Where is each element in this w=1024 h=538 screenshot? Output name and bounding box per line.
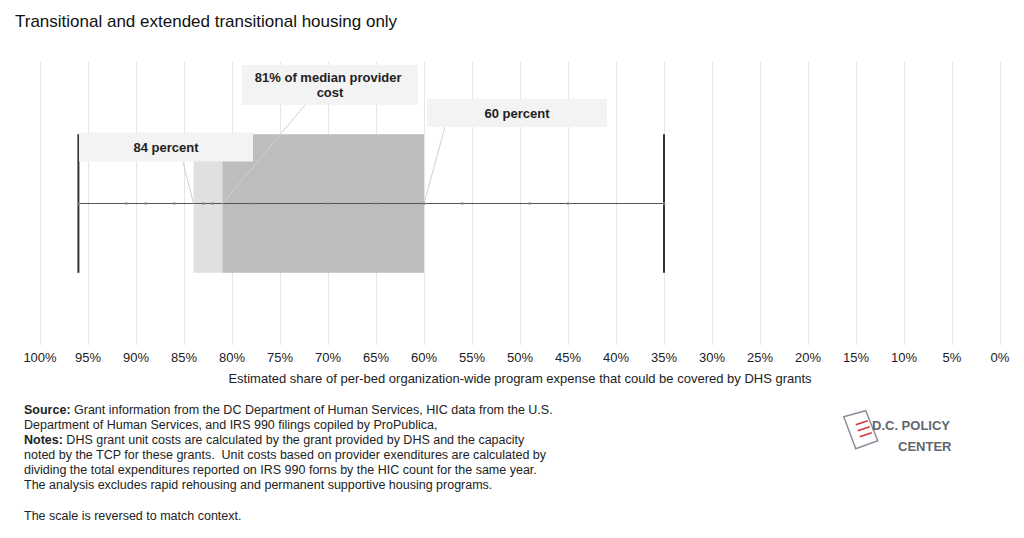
svg-text:15%: 15% — [843, 350, 869, 365]
svg-text:80%: 80% — [219, 350, 245, 365]
svg-text:75%: 75% — [267, 350, 293, 365]
svg-text:84 percent: 84 percent — [133, 140, 199, 155]
svg-text:dividing the total expenditure: dividing the total expenditures reported… — [24, 463, 537, 477]
svg-text:20%: 20% — [795, 350, 821, 365]
svg-text:85%: 85% — [171, 350, 197, 365]
svg-text:70%: 70% — [315, 350, 341, 365]
svg-text:81% of median provider: 81% of median provider — [255, 70, 405, 85]
svg-text:Estimated share of per-bed org: Estimated share of per-bed organization-… — [228, 371, 812, 386]
svg-text:D.C. POLICY: D.C. POLICY — [872, 418, 950, 433]
svg-text:45%: 45% — [555, 350, 581, 365]
svg-text:30%: 30% — [699, 350, 725, 365]
svg-text:CENTER: CENTER — [898, 439, 952, 454]
svg-text:10%: 10% — [891, 350, 917, 365]
svg-text:Notes:: Notes: — [24, 433, 63, 447]
svg-text:65%: 65% — [363, 350, 389, 365]
svg-text:95%: 95% — [75, 350, 101, 365]
svg-text:50%: 50% — [507, 350, 533, 365]
svg-text:noted by the TCP for these gra: noted by the TCP for these grants. Unit … — [24, 448, 547, 462]
svg-text:Transitional and extended tran: Transitional and extended transitional h… — [15, 12, 398, 31]
svg-text:60 percent: 60 percent — [484, 106, 550, 121]
svg-text:100%: 100% — [23, 350, 57, 365]
svg-text:60%: 60% — [411, 350, 437, 365]
svg-text:0%: 0% — [991, 350, 1010, 365]
svg-text:DHS grant unit costs are calcu: DHS grant unit costs are calculated by t… — [63, 433, 525, 447]
svg-text:55%: 55% — [459, 350, 485, 365]
svg-text:35%: 35% — [651, 350, 677, 365]
svg-text:The scale is reversed to match: The scale is reversed to match context. — [24, 509, 241, 523]
svg-text:Department of Human Services,: Department of Human Services, and IRS 99… — [24, 418, 437, 432]
svg-text:The analysis excludes rapid re: The analysis excludes rapid rehousing an… — [24, 478, 492, 492]
svg-text:25%: 25% — [747, 350, 773, 365]
svg-text:5%: 5% — [943, 350, 962, 365]
svg-text:40%: 40% — [603, 350, 629, 365]
svg-text:Grant information from the DC: Grant information from the DC Department… — [71, 403, 553, 417]
svg-text:Source:: Source: — [24, 403, 71, 417]
svg-text:90%: 90% — [123, 350, 149, 365]
svg-text:cost: cost — [317, 85, 344, 100]
